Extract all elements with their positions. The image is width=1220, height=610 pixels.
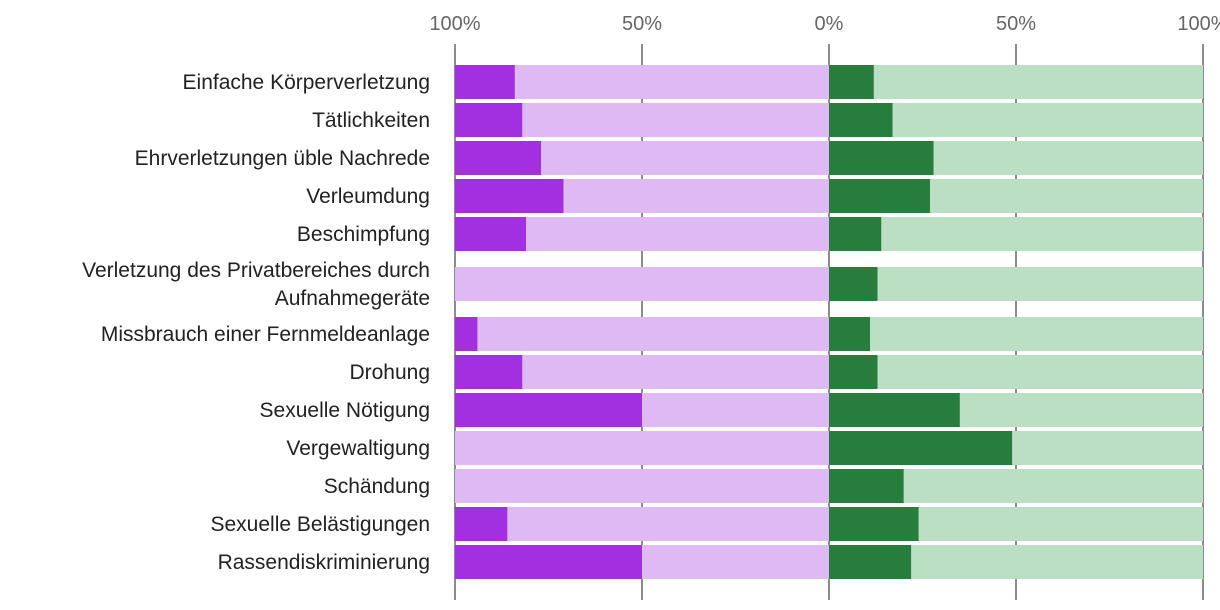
category-labels: Einfache Körperverletzung Tätlichkeiten Eh… [82, 71, 430, 574]
bar-right-dark [829, 267, 878, 301]
bar-left-light [526, 217, 829, 251]
category-label: Schändung [324, 475, 430, 498]
category-label: Einfache Körperverletzung [183, 71, 430, 94]
bar-left-light [514, 65, 829, 99]
category-label: Rassendiskriminierung [218, 551, 430, 574]
bar-right-light [911, 545, 1203, 579]
bar-right-light [881, 217, 1203, 251]
bar-left-dark [455, 65, 515, 99]
x-tick-label: 100% [1177, 13, 1220, 35]
bar-left-light [455, 267, 829, 301]
bar-left-dark [455, 179, 564, 213]
bar-right-light [959, 393, 1203, 427]
bar-right-dark [829, 65, 874, 99]
bar-right-light [918, 507, 1203, 541]
bar-right-light [1012, 431, 1203, 465]
bar-left-dark [455, 507, 508, 541]
bar-right-light [933, 141, 1203, 175]
bar-left-light [522, 355, 829, 389]
bar-right-light [873, 65, 1203, 99]
bar-right-dark [829, 393, 960, 427]
category-label: Missbrauch einer Fernmeldeanlage [101, 323, 430, 346]
x-tick-label: 50% [622, 13, 662, 35]
bar-right-dark [829, 469, 904, 503]
x-tick-label: 0% [815, 13, 844, 35]
bar-left-light [507, 507, 829, 541]
bar-left-light [642, 393, 829, 427]
bar-right-dark [829, 355, 878, 389]
bar-right-light [903, 469, 1203, 503]
bar-right-light [929, 179, 1203, 213]
bar-left-light [477, 317, 829, 351]
category-label: Beschimpfung [297, 223, 430, 246]
bar-left-dark [455, 545, 642, 579]
bar-right-dark [829, 217, 882, 251]
bar-left-dark [455, 317, 478, 351]
category-label: Verleumdung [306, 185, 430, 208]
bar-left-light [563, 179, 829, 213]
bar-left-light [455, 469, 829, 503]
bar-right-light [870, 317, 1203, 351]
bar-right-dark [829, 507, 919, 541]
bar-left-light [455, 431, 829, 465]
bar-right-dark [829, 141, 934, 175]
x-tick-label: 100% [429, 13, 480, 35]
category-label: Ehrverletzungen üble Nachrede [135, 147, 430, 170]
bar-left-dark [455, 217, 527, 251]
category-label: Vergewaltigung [286, 437, 430, 460]
bar-left-light [541, 141, 829, 175]
category-label: Verletzung des Privatbereiches durch [82, 259, 430, 282]
bar-left-light [642, 545, 829, 579]
bar-left-dark [455, 355, 523, 389]
bar-right-dark [829, 431, 1013, 465]
bar-right-light [877, 355, 1203, 389]
category-label: Aufnahmegeräte [275, 287, 430, 310]
bar-left-dark [455, 141, 542, 175]
category-label: Sexuelle Nötigung [260, 399, 430, 422]
bar-right-dark [829, 317, 871, 351]
x-axis-ticks: 100% 50% 0% 50% 100% [429, 13, 1220, 35]
bar-left-light [522, 103, 829, 137]
bar-right-dark [829, 545, 912, 579]
category-label: Drohung [349, 361, 430, 384]
bars [455, 65, 1203, 579]
x-tick-label: 50% [996, 13, 1036, 35]
bar-right-light [892, 103, 1203, 137]
bar-left-dark [455, 103, 523, 137]
bar-right-dark [829, 103, 893, 137]
category-label: Sexuelle Belästigungen [211, 513, 431, 536]
category-label: Tätlichkeiten [312, 109, 430, 132]
bar-right-dark [829, 179, 930, 213]
bar-left-dark [455, 393, 642, 427]
bar-right-light [877, 267, 1203, 301]
